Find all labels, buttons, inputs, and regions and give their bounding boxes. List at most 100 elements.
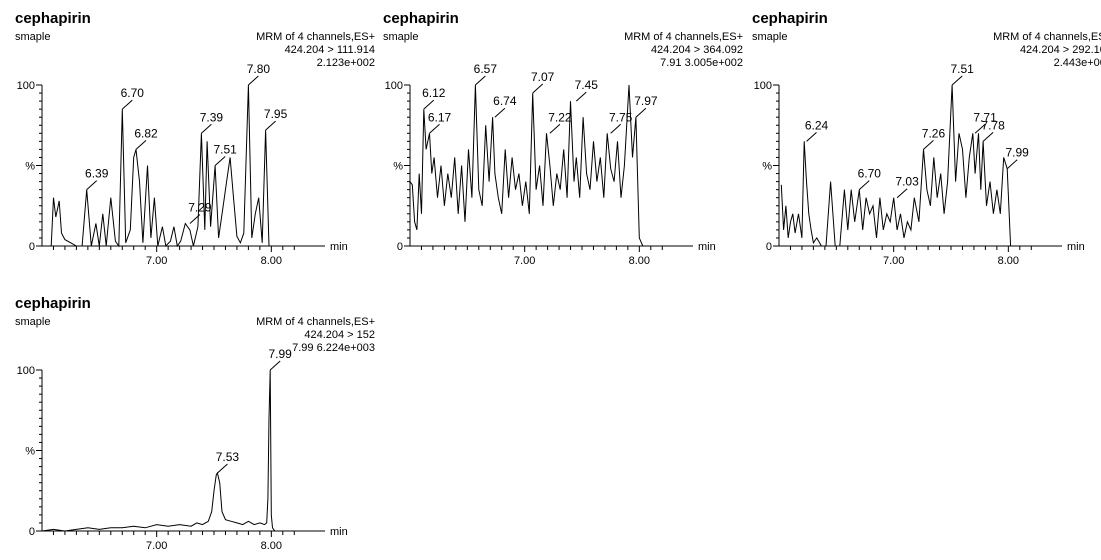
peak-leader — [923, 140, 934, 150]
sample-label: smaple — [752, 31, 788, 43]
peak-label: 7.95 — [264, 107, 288, 121]
transition-label: 424.204 > 152 — [304, 329, 375, 341]
peak-label: 6.70 — [121, 86, 145, 100]
chromatogram-panel-2: cephapirin smaple MRM of 4 channels,ES+ … — [383, 10, 743, 275]
peak-leader — [201, 123, 212, 134]
peak-label: 7.75 — [609, 110, 633, 124]
chromatogram-trace — [780, 84, 1016, 247]
peak-label: 7.03 — [895, 175, 919, 189]
peak-label: 7.45 — [575, 78, 599, 92]
y-tick-label: 100 — [385, 80, 403, 92]
peak-label: 6.17 — [428, 110, 452, 124]
peak-label: 6.39 — [85, 167, 109, 181]
x-tick-label: 7.00 — [146, 540, 167, 552]
peak-leader — [532, 83, 544, 94]
y-tick-label: % — [25, 161, 35, 173]
x-tick-label: 8.00 — [629, 255, 650, 267]
peak-label: 7.51 — [213, 143, 237, 157]
channel-info: MRM of 4 channels,ES+ — [624, 31, 743, 43]
y-tick-label: 100 — [17, 365, 35, 377]
sample-label: smaple — [15, 316, 51, 328]
transition-label: 424.204 > 111.914 — [284, 44, 375, 56]
peak-leader — [974, 123, 986, 134]
peak-label: 7.99 — [1006, 146, 1030, 160]
x-axis-label: min — [330, 241, 348, 253]
intensity-label: 2.443e+002 — [1053, 57, 1101, 69]
peak-label: 7.51 — [950, 62, 974, 76]
chromatogram-panel-3: cephapirin smaple MRM of 4 channels,ES+ … — [752, 10, 1101, 275]
peak-leader — [858, 180, 870, 191]
channel-info: MRM of 4 channels,ES+ — [256, 316, 375, 328]
chromatogram-plot: 0% 100 7.00 8.00 min 6.12 6.17 6.57 6.74 7.07 7.22… — [385, 62, 716, 267]
compound-title: cephapirin — [752, 10, 828, 27]
y-tick-label: % — [762, 161, 772, 173]
peak-leader — [635, 107, 647, 118]
peak-leader — [896, 188, 908, 199]
peak-leader — [1006, 159, 1018, 170]
y-tick-label: % — [393, 161, 403, 173]
peak-label: 7.80 — [247, 62, 271, 76]
peak-label: 6.24 — [805, 118, 829, 132]
transition-label: 424.204 > 292.104 — [1019, 44, 1101, 56]
chromatogram-trace — [409, 84, 651, 247]
y-tick-label: 0 — [29, 241, 35, 253]
x-axis-label: min — [698, 241, 716, 253]
channel-info: MRM of 4 channels,ES+ — [256, 31, 375, 43]
y-tick-label: % — [25, 446, 35, 458]
peak-leader — [494, 107, 506, 118]
y-tick-label: 100 — [754, 80, 772, 92]
compound-title: cephapirin — [15, 10, 91, 27]
compound-title: cephapirin — [15, 295, 91, 312]
x-tick-label: 7.00 — [883, 255, 904, 267]
peak-leader — [575, 91, 587, 102]
channel-info: MRM of 4 channels,ES+ — [993, 31, 1101, 43]
chromatogram-plot: 0% 100 7.00 8.00 min 6.39 6.70 6.82 7.29 7.39 7.51… — [17, 62, 348, 267]
peak-leader — [265, 120, 276, 131]
peak-label: 7.39 — [200, 110, 224, 124]
peak-label: 6.57 — [474, 62, 498, 76]
chromatogram-panel-1: cephapirin smaple MRM of 4 channels,ES+ … — [15, 10, 375, 275]
peak-label: 7.29 — [188, 200, 212, 214]
peak-label: 7.78 — [981, 118, 1005, 132]
chromatogram-trace — [41, 369, 283, 532]
peak-label: 7.71 — [973, 110, 997, 124]
x-axis-label: min — [1067, 241, 1085, 253]
peak-leader — [951, 75, 963, 86]
peak-label: 7.26 — [922, 126, 946, 140]
peak-leader — [429, 123, 440, 134]
peak-leader — [189, 214, 201, 224]
chromatogram-plot: 0% 100 7.00 8.00 min 6.24 6.70 7.03 7.26 7.51 7.71… — [754, 62, 1085, 267]
peak-leader — [214, 156, 226, 166]
y-tick-label: 0 — [397, 241, 403, 253]
peak-leader — [217, 463, 228, 474]
x-axis-label: min — [330, 526, 348, 538]
peak-leader — [549, 123, 561, 134]
x-tick-label: 8.00 — [261, 255, 282, 267]
peak-label: 6.82 — [134, 126, 158, 140]
peak-leader — [806, 131, 817, 142]
peak-leader — [269, 360, 281, 371]
sample-label: smaple — [383, 31, 419, 43]
y-tick-label: 0 — [766, 241, 772, 253]
intensity-label: 2.123e+002 — [316, 57, 375, 69]
chromatogram-trace — [50, 84, 278, 248]
peak-leader — [86, 180, 98, 191]
peak-label: 7.99 — [269, 347, 293, 361]
x-tick-label: 7.00 — [514, 255, 535, 267]
intensity-label: 7.99 6.224e+003 — [292, 342, 375, 354]
peak-label: 7.97 — [634, 94, 658, 108]
peak-leader — [121, 99, 133, 110]
chromatogram-panel-4: cephapirin smaple MRM of 4 channels,ES+ … — [15, 295, 375, 560]
peak-label: 7.22 — [548, 110, 572, 124]
y-tick-label: 0 — [29, 526, 35, 538]
sample-label: smaple — [15, 31, 51, 43]
peak-leader — [610, 123, 622, 134]
peak-label: 6.12 — [422, 86, 446, 100]
x-tick-label: 8.00 — [998, 255, 1019, 267]
peak-label: 6.74 — [493, 94, 517, 108]
intensity-label: 7.91 3.005e+002 — [660, 57, 743, 69]
peak-label: 7.53 — [216, 450, 240, 464]
chromatogram-plot: 0% 100 7.00 8.00 min 7.53 7.99 — [17, 347, 348, 552]
peak-label: 6.70 — [858, 167, 882, 181]
peak-leader — [475, 75, 486, 86]
